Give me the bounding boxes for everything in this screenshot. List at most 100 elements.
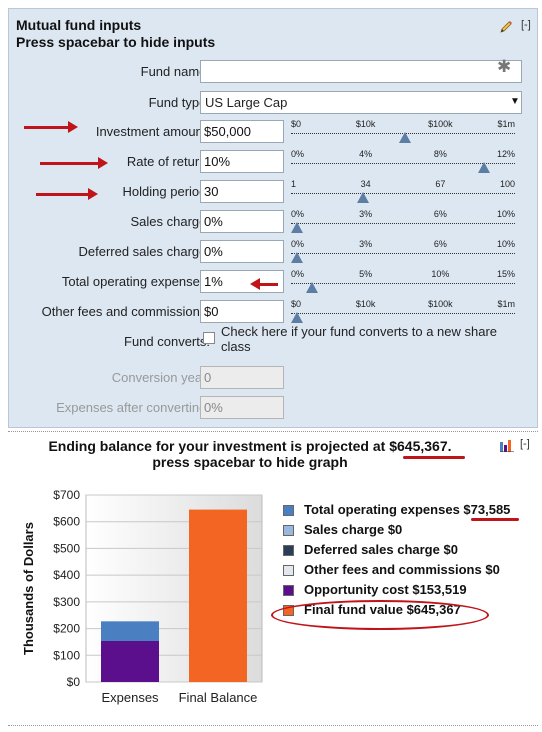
legend-amount: $0 bbox=[443, 542, 458, 557]
headline-suffix: . bbox=[447, 438, 452, 454]
slider-tick-label: 3% bbox=[359, 209, 373, 219]
annotation-arrow bbox=[36, 188, 98, 200]
chevron-down-icon[interactable]: ▼ bbox=[510, 96, 520, 107]
annotation-underline bbox=[403, 456, 465, 459]
slider-tick-label: $10k bbox=[355, 299, 376, 309]
rate-of-return-slider[interactable]: 0% 4% 8% 12% bbox=[291, 148, 515, 178]
y-tick-label: $300 bbox=[53, 595, 80, 609]
conversion-year-label: Conversion year: bbox=[111, 370, 210, 385]
pencil-icon[interactable] bbox=[498, 19, 514, 35]
rate-of-return-label: Rate of return: bbox=[126, 154, 210, 169]
slider-tick-label: 10% bbox=[431, 269, 450, 279]
legend-swatch bbox=[283, 545, 294, 556]
fund-converts-text: Check here if your fund converts to a ne… bbox=[221, 324, 498, 354]
headline-amount: $645,367 bbox=[389, 438, 448, 454]
y-tick-label: $0 bbox=[67, 675, 81, 689]
y-tick-label: $200 bbox=[53, 622, 80, 636]
annotation-arrow bbox=[40, 157, 108, 169]
other-fees-input[interactable]: $0 bbox=[200, 300, 284, 323]
panel-title: Mutual fund inputs Press spacebar to hid… bbox=[16, 17, 215, 51]
slider-track[interactable] bbox=[291, 313, 515, 314]
slider-tick-label: 15% bbox=[496, 269, 515, 279]
legend-text: Opportunity cost bbox=[304, 582, 413, 597]
annotation-arrow bbox=[24, 121, 78, 133]
slider-thumb[interactable] bbox=[356, 192, 369, 203]
slider-tick-label: $1m bbox=[497, 119, 515, 129]
slider-tick-label: 0% bbox=[291, 239, 305, 249]
slider-tick-label: 12% bbox=[496, 149, 515, 159]
slider-thumb[interactable] bbox=[306, 282, 318, 293]
bar-segment bbox=[189, 509, 247, 682]
y-tick-label: $600 bbox=[53, 515, 80, 529]
slider-track[interactable] bbox=[291, 163, 515, 164]
collapse-inputs-button[interactable]: [-] bbox=[521, 19, 531, 31]
headline-prefix: Ending balance for your investment is pr… bbox=[48, 438, 390, 454]
divider bbox=[8, 431, 538, 432]
slider-thumb[interactable] bbox=[398, 132, 411, 143]
fund-type-label: Fund type: bbox=[148, 95, 210, 110]
bar-chart-icon[interactable] bbox=[500, 440, 514, 452]
slider-tick-label: 6% bbox=[433, 239, 447, 249]
investment-amount-slider[interactable]: $0 $10k $100k $1m bbox=[291, 118, 515, 148]
collapse-graph-button[interactable]: [-] bbox=[520, 438, 530, 450]
slider-tick-label: 67 bbox=[435, 179, 446, 189]
slider-track[interactable] bbox=[291, 283, 515, 284]
slider-tick-label: 0% bbox=[291, 209, 305, 219]
slider-tick-label: $0 bbox=[291, 119, 302, 129]
holding-period-input[interactable]: 30 bbox=[200, 180, 284, 203]
result-headline: Ending balance for your investment is pr… bbox=[10, 438, 490, 470]
slider-track[interactable] bbox=[291, 193, 515, 194]
holding-period-slider[interactable]: 1 34 67 100 bbox=[291, 178, 515, 208]
slider-tick-label: $100k bbox=[428, 119, 453, 129]
asterisk-icon: ✱ bbox=[497, 57, 512, 76]
y-tick-label: $100 bbox=[53, 648, 80, 662]
fund-type-select[interactable]: US Large Cap bbox=[200, 91, 522, 114]
slider-thumb[interactable] bbox=[291, 222, 303, 233]
fund-converts-checkbox[interactable] bbox=[203, 332, 215, 344]
total-operating-expenses-slider[interactable]: 0% 5% 10% 15% bbox=[291, 268, 515, 298]
legend-label: Opportunity cost $153,519 bbox=[304, 582, 467, 597]
slider-tick-label: 34 bbox=[360, 179, 371, 189]
slider-tick-label: $1m bbox=[497, 299, 515, 309]
other-fees-slider[interactable]: $0 $10k $100k $1m bbox=[291, 298, 515, 328]
rate-of-return-input[interactable]: 10% bbox=[200, 150, 284, 173]
slider-track[interactable] bbox=[291, 223, 515, 224]
slider-thumb[interactable] bbox=[477, 162, 490, 173]
deferred-sales-charge-label: Deferred sales charge: bbox=[78, 244, 210, 259]
deferred-sales-charge-input[interactable]: 0% bbox=[200, 240, 284, 263]
slider-tick-label: 0% bbox=[291, 149, 305, 159]
deferred-sales-charge-slider[interactable]: 0% 3% 6% 10% bbox=[291, 238, 515, 268]
bar-segment bbox=[101, 640, 159, 682]
slider-thumb[interactable] bbox=[291, 312, 303, 323]
sales-charge-label: Sales charge: bbox=[130, 214, 211, 229]
y-axis-label: Thousands of Dollars bbox=[21, 522, 36, 655]
legend-swatch bbox=[283, 525, 294, 536]
total-operating-expenses-label: Total operating expenses: bbox=[61, 274, 210, 289]
slider-track[interactable] bbox=[291, 253, 515, 254]
fund-name-input[interactable] bbox=[200, 60, 522, 83]
sales-charge-slider[interactable]: 0% 3% 6% 10% bbox=[291, 208, 515, 238]
total-operating-expenses-input[interactable]: 1% bbox=[200, 270, 284, 293]
slider-tick-label: 4% bbox=[359, 149, 373, 159]
annotation-ellipse bbox=[271, 600, 489, 630]
slider-tick-label: 10% bbox=[496, 239, 515, 249]
expenses-after-converting-label: Expenses after converting: bbox=[56, 400, 210, 415]
legend-label: Other fees and commissions $0 bbox=[304, 562, 500, 577]
slider-tick-label: $10k bbox=[355, 119, 376, 129]
panel-title-line2: Press spacebar to hide inputs bbox=[16, 34, 216, 50]
slider-thumb[interactable] bbox=[291, 252, 303, 263]
headline-line2: press spacebar to hide graph bbox=[152, 454, 348, 470]
investment-amount-input[interactable]: $50,000 bbox=[200, 120, 284, 143]
legend-label: Total operating expenses $73,585 bbox=[304, 502, 510, 517]
divider bbox=[8, 725, 538, 726]
other-fees-label: Other fees and commissions: bbox=[41, 304, 210, 319]
annotation-arrow bbox=[250, 278, 278, 290]
holding-period-label: Holding period: bbox=[122, 184, 210, 199]
slider-tick-label: $100k bbox=[428, 299, 453, 309]
slider-tick-label: 6% bbox=[433, 209, 447, 219]
balance-bar-chart: $0 $100 $200 $300 $400 $500 $600 $700 Thousands … bbox=[21, 488, 263, 705]
legend-amount: $153,519 bbox=[412, 582, 467, 597]
panel-title-line1: Mutual fund inputs bbox=[16, 17, 142, 33]
slider-tick-label: 5% bbox=[359, 269, 373, 279]
sales-charge-input[interactable]: 0% bbox=[200, 210, 284, 233]
